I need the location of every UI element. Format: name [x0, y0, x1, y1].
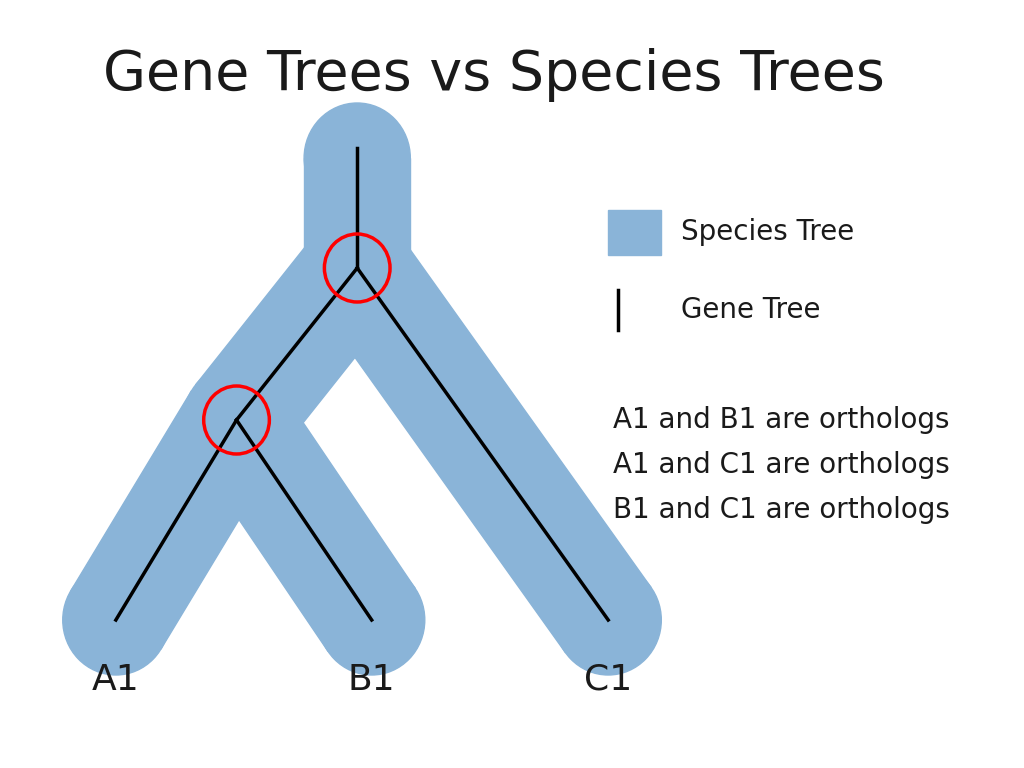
- Circle shape: [304, 213, 411, 323]
- Text: B1: B1: [348, 663, 395, 697]
- Circle shape: [304, 103, 411, 213]
- Text: A1 and C1 are orthologs: A1 and C1 are orthologs: [613, 451, 950, 479]
- Circle shape: [318, 565, 425, 675]
- Text: Gene Trees vs Species Trees: Gene Trees vs Species Trees: [103, 48, 885, 102]
- Text: A1 and B1 are orthologs: A1 and B1 are orthologs: [613, 406, 949, 434]
- Polygon shape: [196, 233, 398, 455]
- Polygon shape: [314, 235, 651, 653]
- Polygon shape: [304, 158, 411, 268]
- Text: Species Tree: Species Tree: [681, 219, 854, 247]
- Text: A1: A1: [92, 663, 139, 697]
- Circle shape: [555, 565, 662, 675]
- Circle shape: [183, 365, 290, 475]
- Text: Gene Tree: Gene Tree: [681, 296, 820, 324]
- Circle shape: [62, 565, 169, 675]
- Polygon shape: [194, 389, 415, 651]
- Text: B1 and C1 are orthologs: B1 and C1 are orthologs: [613, 496, 950, 524]
- Text: C1: C1: [584, 663, 633, 697]
- Polygon shape: [71, 391, 282, 649]
- Bar: [608, 210, 662, 255]
